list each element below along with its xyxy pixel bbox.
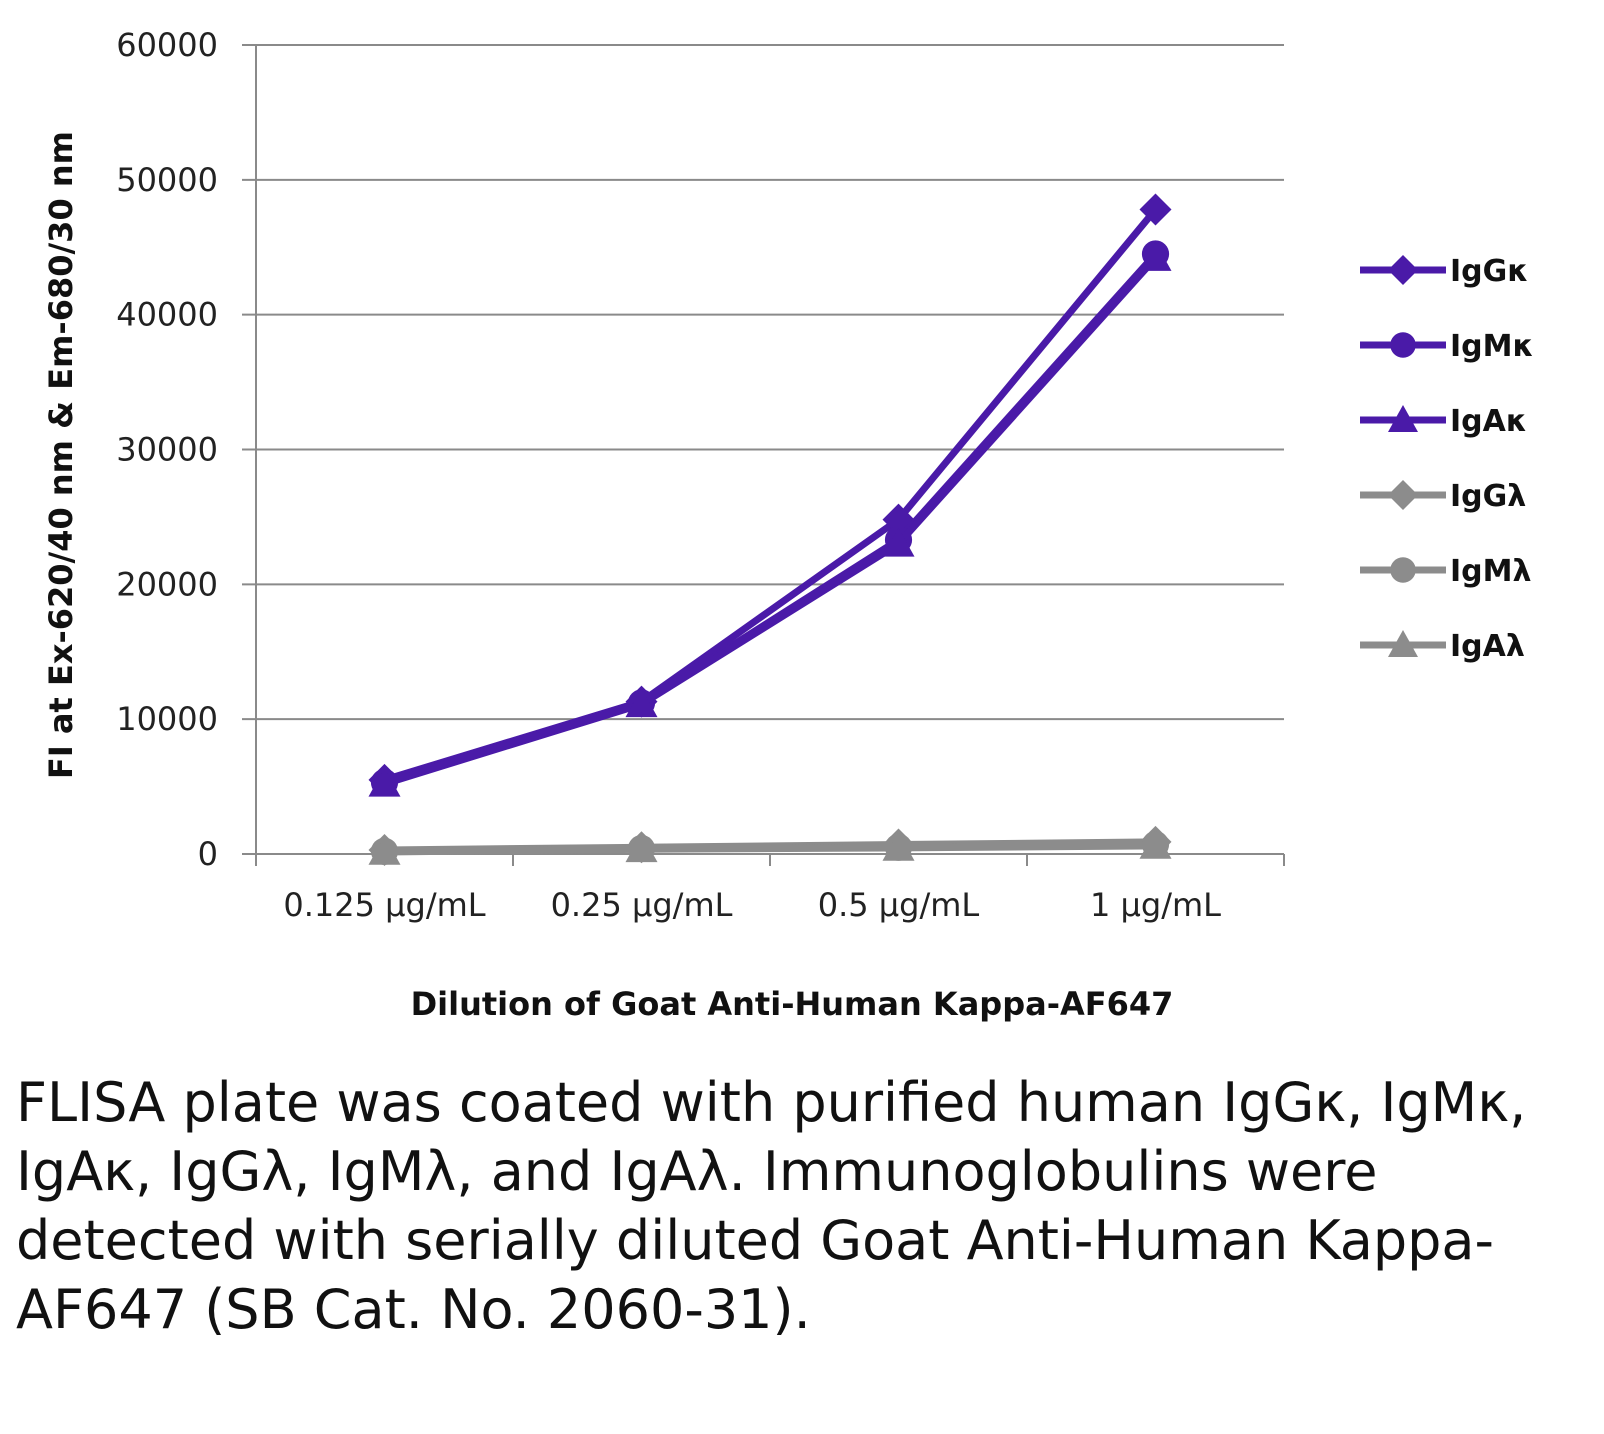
legend-label: IgMκ	[1450, 329, 1534, 364]
series-group	[368, 193, 1172, 866]
legend-item: IgMκ	[1360, 329, 1534, 364]
line-chart: 0 10000 20000 30000 40000 50000 60000 0.125 µg…	[42, 26, 1534, 1023]
data-point	[882, 831, 915, 861]
legend-marker	[1388, 480, 1418, 510]
legend-label: IgAλ	[1450, 629, 1525, 664]
y-tick-label: 60000	[116, 26, 218, 64]
series-IgAκ	[368, 242, 1172, 797]
gridlines	[242, 44, 1284, 855]
axes	[255, 45, 1285, 866]
data-point	[1139, 193, 1172, 226]
data-point	[882, 527, 915, 557]
legend-label: IgMλ	[1450, 554, 1531, 589]
series-line	[383, 255, 1159, 788]
data-point	[368, 767, 401, 797]
y-tick-labels: 0 10000 20000 30000 40000 50000 60000	[116, 26, 218, 873]
legend-item: IgMλ	[1360, 554, 1531, 589]
legend-marker	[1388, 630, 1418, 657]
series-IgAλ	[368, 829, 1172, 865]
y-tick-label: 10000	[116, 700, 218, 738]
series-IgGκ	[368, 193, 1172, 796]
y-tick-label: 30000	[116, 431, 218, 469]
legend-marker	[1388, 405, 1418, 432]
x-axis-title: Dilution of Goat Anti-Human Kappa-AF647	[411, 985, 1174, 1023]
series-line	[383, 207, 1159, 784]
x-tick-label: 0.5 µg/mL	[818, 886, 980, 924]
y-tick-label: 0	[198, 835, 218, 873]
legend-label: IgGκ	[1450, 254, 1529, 289]
series-IgMκ	[370, 240, 1170, 797]
legend-item: IgAκ	[1360, 404, 1527, 439]
x-tick-label: 0.125 µg/mL	[283, 886, 485, 924]
series-line	[384, 842, 1156, 856]
legend-item: IgGκ	[1360, 254, 1529, 289]
legend-item: IgAλ	[1360, 629, 1525, 664]
figure-caption: FLISA plate was coated with purified hum…	[16, 1071, 1527, 1341]
data-point	[1139, 829, 1172, 859]
legend-label: IgAκ	[1450, 404, 1527, 439]
data-point	[1139, 242, 1172, 271]
y-tick-label: 50000	[116, 161, 218, 199]
legend: IgGκ IgMκ IgAκ IgGλ IgMλ IgAλ	[1360, 254, 1534, 664]
data-point	[368, 835, 401, 865]
legend-item: IgGλ	[1360, 479, 1526, 514]
y-tick-label: 40000	[116, 296, 218, 334]
legend-label: IgGλ	[1450, 479, 1526, 514]
x-tick-label: 0.25 µg/mL	[551, 886, 733, 924]
y-axis-title: FI at Ex-620/40 nm & Em-680/30 nm	[42, 131, 80, 779]
data-point	[625, 833, 658, 863]
legend-marker	[1390, 557, 1416, 583]
legend-marker	[1388, 255, 1418, 285]
y-tick-label: 20000	[116, 565, 218, 603]
x-tick-label: 1 µg/mL	[1090, 886, 1221, 924]
legend-marker	[1390, 332, 1416, 358]
series-line	[383, 251, 1159, 786]
data-point	[625, 688, 658, 718]
x-tick-labels: 0.125 µg/mL 0.25 µg/mL 0.5 µg/mL 1 µg/mL	[283, 886, 1221, 924]
